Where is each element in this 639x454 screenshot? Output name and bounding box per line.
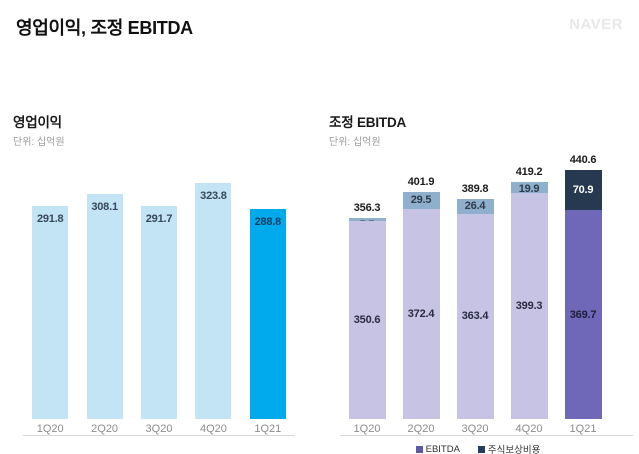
segment-value-label: 70.9 [572,184,594,197]
x-tick-3Q20: 3Q20 [145,423,173,435]
x-tick-1Q21: 1Q21 [254,423,282,435]
segment-value-label: 350.6 [353,313,381,326]
naver-logo: NAVER [569,16,623,33]
unit-label: 단위: 십억원 [329,137,381,148]
legend-item-주식보상비용: 주식보상비용 [477,442,541,454]
bar-value-label: 288.8 [254,215,282,228]
plot-area: 356.3 5.7350.6 401.9 29.5 372.4 389.8 26.4 363.… [340,152,610,419]
segment-value-label: 363.4 [461,310,489,323]
bar-2Q20: 308.1 [86,194,123,419]
x-tick-4Q20: 4Q20 [199,423,227,435]
operating-profit-chart: 영업이익 단위: 십억원 291.8 308.1 291.7 323.8 288.8 1… [13,115,317,454]
x-tick-1Q20: 1Q20 [36,423,64,435]
segment-value-label: 19.9 [518,183,540,196]
bar-column-1Q20: 291.8 [23,152,77,419]
segment-주식보상비용-4Q20: 19.9 [510,182,548,196]
legend-label: EBITDA [425,443,460,454]
segment-value-label: 26.4 [464,200,486,213]
charts-row: 영업이익 단위: 십억원 291.8 308.1 291.7 323.8 288.8 1… [0,115,639,454]
x-tick-3Q20: 3Q20 [461,423,489,435]
bar-value-label: 308.1 [91,201,118,214]
bar-column-4Q20: 419.2 19.9 399.3 [502,152,556,419]
legend-label: 주식보상비용 [487,445,541,454]
x-tick-4Q20: 4Q20 [515,423,543,435]
bar-value-label: 323.8 [200,190,227,202]
segment-주식보상비용-2Q20: 29.5 [402,191,440,209]
x-tick-2Q20: 2Q20 [91,423,119,435]
segment-value-label: 372.4 [407,307,435,320]
bar-4Q20: 19.9 399.3 [510,182,548,419]
segment-주식보상비용-1Q21: 70.9 [564,170,602,211]
bar-1Q20: 5.7350.6 [348,217,386,419]
segment-EBITDA-2Q20: 372.4 [402,208,440,419]
slide-header: 영업이익, 조정 EBITDA NAVER [0,0,639,38]
bar-1Q21: 288.8 [249,208,286,419]
x-tick-2Q20: 2Q20 [407,423,435,435]
bar-column-1Q20: 356.3 5.7350.6 [340,152,394,419]
total-value-label: 419.2 [515,166,543,179]
legend-swatch-icon [477,445,485,453]
bar-1Q21: 70.9 369.7 [564,170,602,419]
unit-label: 단위: 십억원 [13,137,65,148]
bar-value-label: 291.8 [36,213,64,226]
legend: EBITDA 주식보상비용 [329,442,627,454]
bar-2Q20: 29.5 372.4 [402,191,440,419]
bar-4Q20: 323.8 [195,183,232,419]
segment-주식보상비용-3Q20: 26.4 [456,198,494,214]
segment-EBITDA-4Q20: 399.3 [510,193,548,419]
segment-EBITDA-1Q20: 350.6 [348,220,386,419]
total-value-label: 440.6 [569,154,597,166]
bar-column-4Q20: 323.8 [186,152,240,419]
segment-EBITDA-1Q21: 369.7 [564,210,602,419]
adjusted-ebitda-chart: 조정 EBITDA 단위: 십억원 356.3 5.7350.6 401.9 29.5… [317,115,633,454]
legend-swatch-icon [415,445,423,453]
bar-column-1Q21: 440.6 70.9 369.7 [556,152,610,419]
bar-column-2Q20: 401.9 29.5 372.4 [394,152,448,419]
chart-title: 영업이익 [13,115,62,130]
bar-column-3Q20: 389.8 26.4 363.4 [448,152,502,419]
x-axis-labels: 1Q20 2Q20 3Q20 4Q20 1Q21 [340,423,610,436]
segment-value-label: 29.5 [410,194,432,207]
x-axis-labels: 1Q20 2Q20 3Q20 4Q20 1Q21 [23,423,295,436]
bar-column-2Q20: 308.1 [77,152,131,419]
total-value-label: 356.3 [353,201,381,214]
segment-value-label: 369.7 [569,308,597,321]
bar-1Q20: 291.8 [32,206,69,419]
bar-column-1Q21: 288.8 [241,152,295,419]
segment-value-label: 399.3 [515,300,543,313]
x-axis-line [23,435,295,436]
x-tick-1Q20: 1Q20 [353,423,381,435]
plot-area: 291.8 308.1 291.7 323.8 288.8 [23,152,295,419]
x-tick-1Q21: 1Q21 [569,423,597,435]
page-title: 영업이익, 조정 EBITDA [16,18,193,38]
total-value-label: 401.9 [407,175,435,188]
total-value-label: 389.8 [461,182,489,195]
x-axis-line [340,435,633,436]
chart-title: 조정 EBITDA [329,115,407,130]
legend-item-EBITDA: EBITDA [415,442,460,454]
bar-3Q20: 291.7 [141,206,178,419]
bar-column-3Q20: 291.7 [132,152,186,419]
bar-value-label: 291.7 [145,213,173,226]
segment-EBITDA-3Q20: 363.4 [456,213,494,419]
operating-profit-plot: 291.8 308.1 291.7 323.8 288.8 1Q20 2Q20 3Q20 4Q… [23,152,295,436]
bar-3Q20: 26.4 363.4 [456,198,494,419]
adjusted-ebitda-plot: 356.3 5.7350.6 401.9 29.5 372.4 389.8 26.4 363.… [340,152,633,436]
